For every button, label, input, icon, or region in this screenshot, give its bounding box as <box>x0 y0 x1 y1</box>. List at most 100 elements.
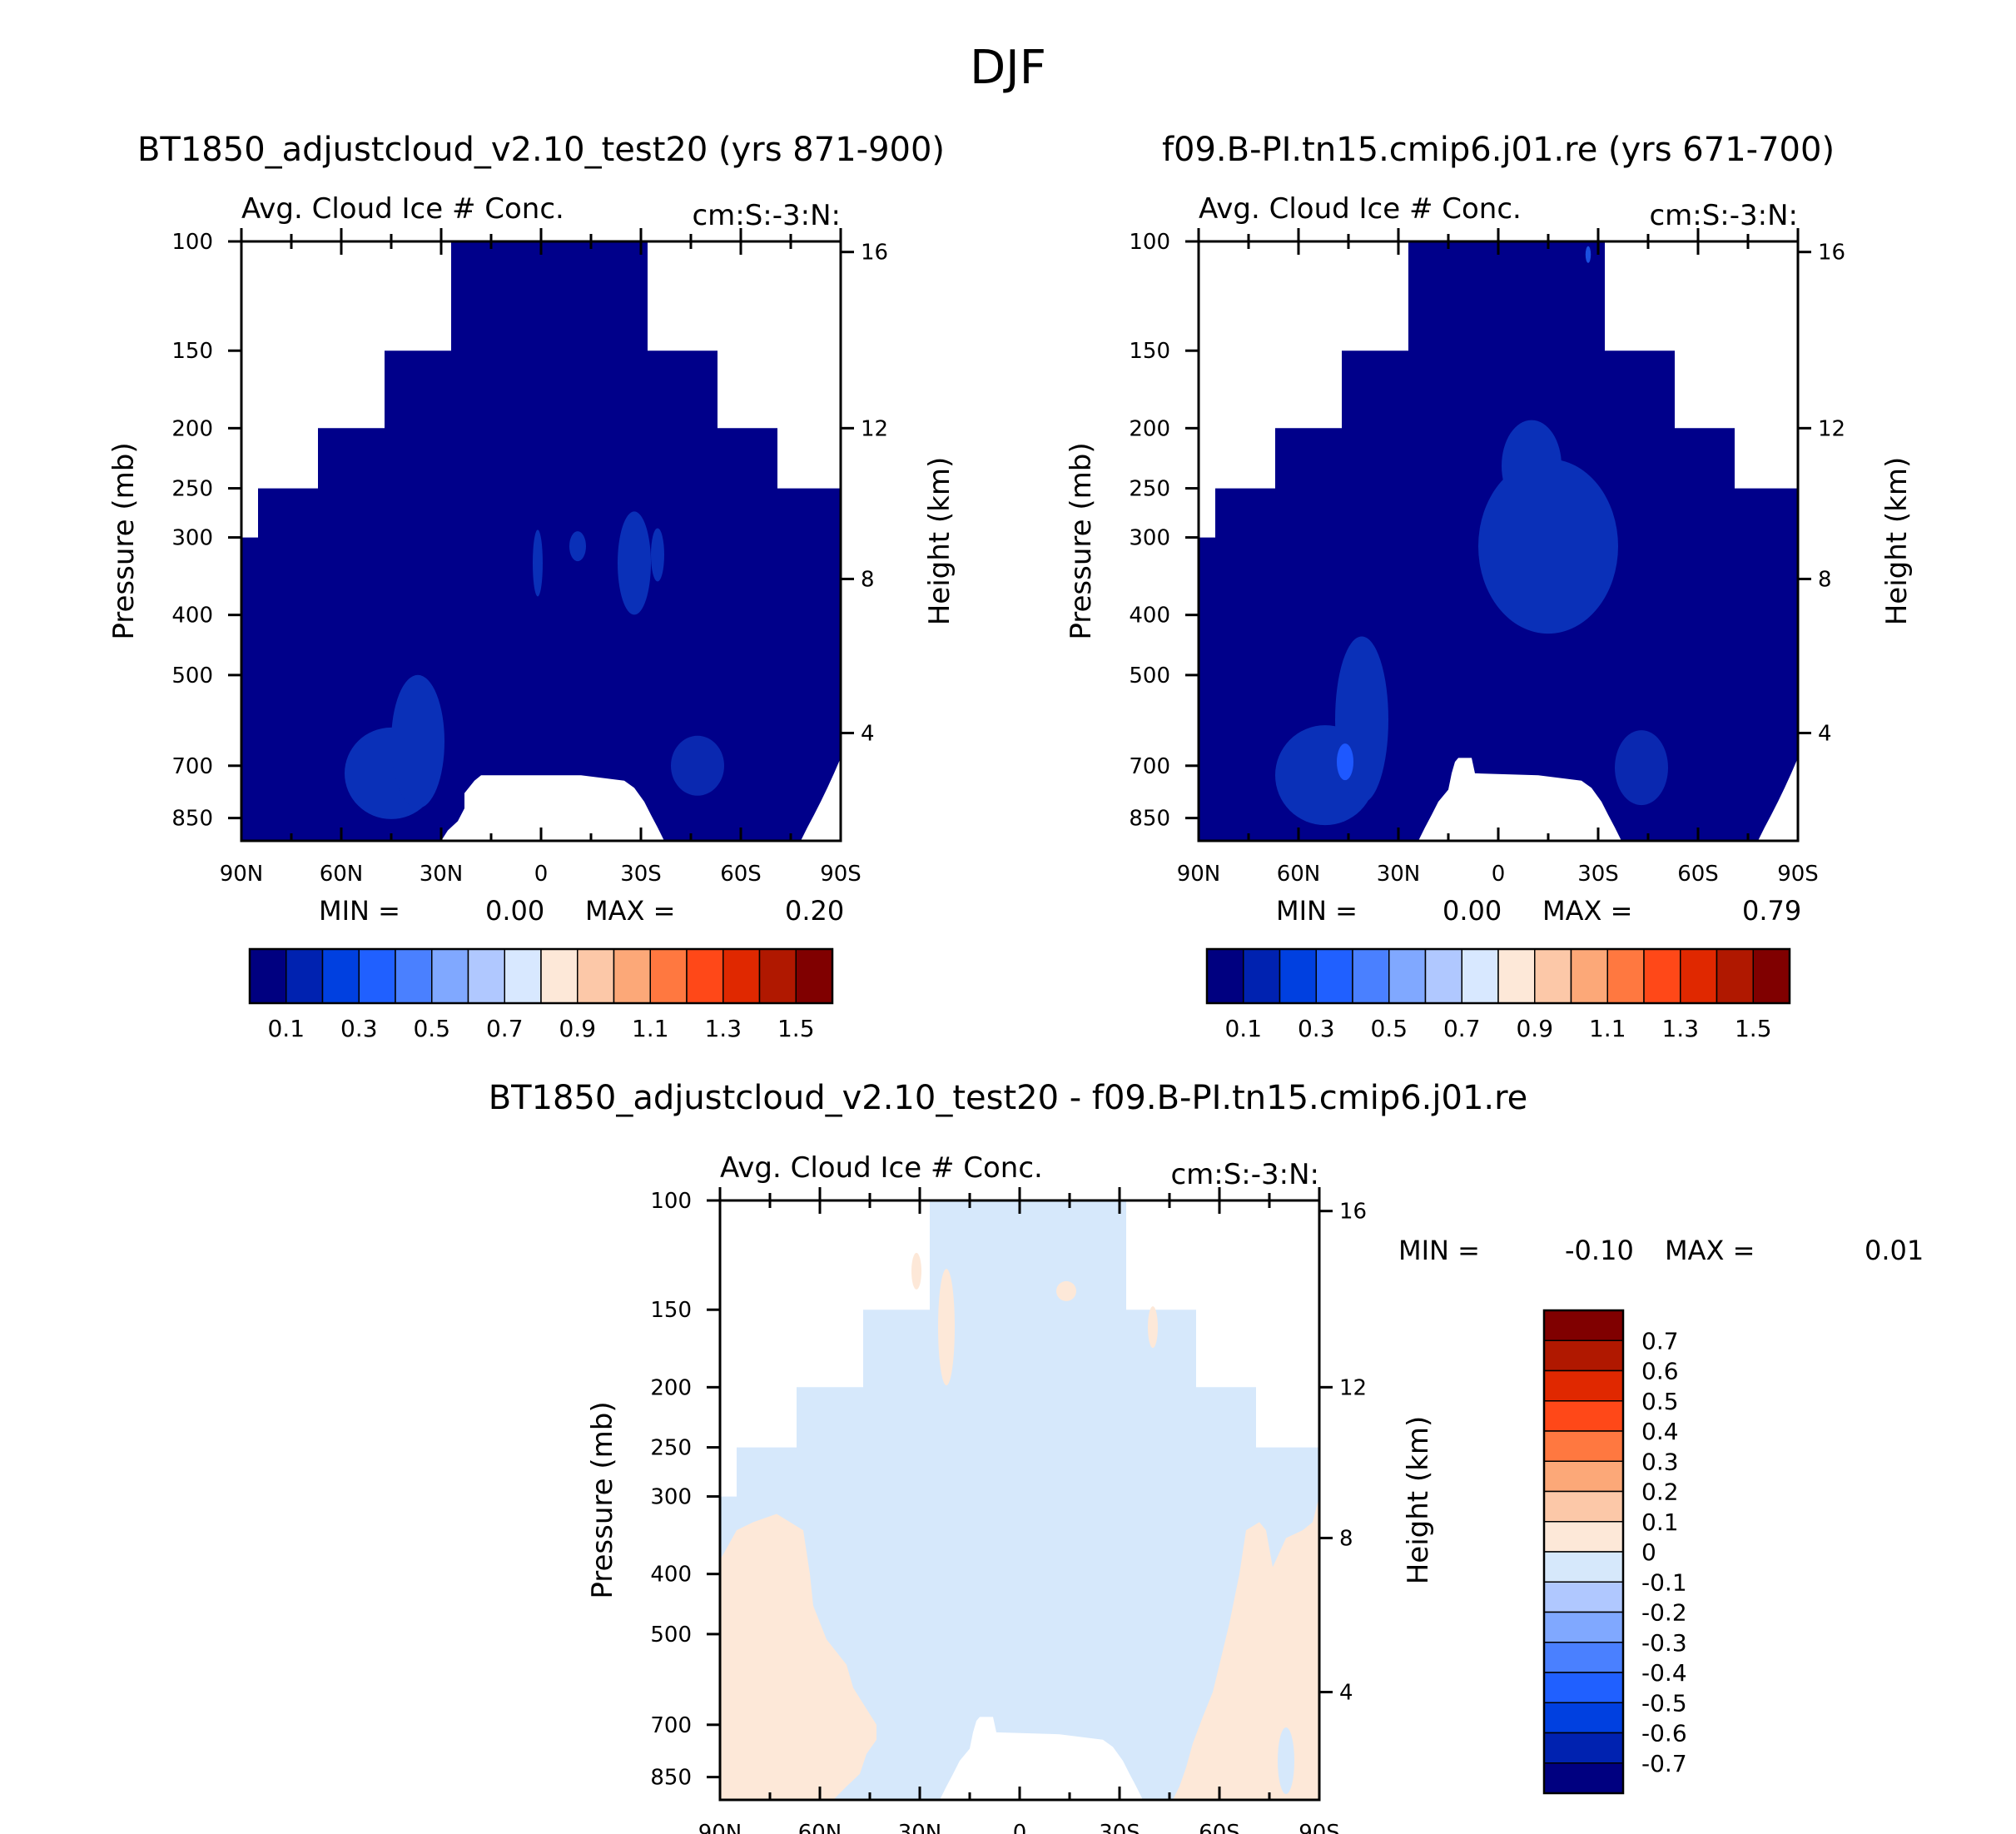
y-right-tick-label: 12 <box>1339 1375 1367 1400</box>
contour-blob <box>1478 459 1618 634</box>
colorbar-swatch <box>431 948 469 1004</box>
colorbar-tick-label: 0.5 <box>413 1015 450 1042</box>
x-tick-label: 30S <box>620 862 662 887</box>
colorbar-swatch <box>1543 1310 1624 1341</box>
colorbar-frame <box>1205 947 1791 1005</box>
colorbar-swatch <box>1543 1490 1624 1523</box>
y-right-axis-label: Height (km) <box>1402 1416 1435 1585</box>
y-tick-label: 500 <box>1129 664 1170 688</box>
max-value: 0.79 <box>1742 895 1801 927</box>
colorbar-tick-label: 0.3 <box>340 1015 378 1042</box>
y-tick-label: 250 <box>1129 477 1170 502</box>
negative-region <box>1278 1727 1294 1795</box>
colorbar-tick-label: 0 <box>1641 1538 1656 1566</box>
y-tick-label: 400 <box>171 604 213 629</box>
positive-region <box>911 1252 921 1290</box>
colorbar-swatch <box>1543 1521 1624 1553</box>
colorbar-swatch <box>1680 948 1718 1004</box>
units-label: cm:S:-3:N: <box>1170 1158 1319 1191</box>
x-tick-label: 60S <box>720 862 762 887</box>
y-tick-label: 700 <box>650 1713 692 1738</box>
y-tick-label: 200 <box>171 416 213 441</box>
contour-blob <box>1337 743 1353 781</box>
max-value: 0.01 <box>1865 1235 1924 1266</box>
colorbar-swatch <box>686 948 724 1004</box>
colorbar-swatch <box>1352 948 1390 1004</box>
x-tick-label: 90N <box>1177 862 1221 887</box>
y-axis-label: Pressure (mb) <box>107 442 141 639</box>
colorbar-swatch <box>321 948 360 1004</box>
colorbar-tick-label: -0.5 <box>1641 1689 1687 1717</box>
min-value: 0.00 <box>485 895 544 927</box>
max-label: MAX = <box>585 895 675 927</box>
y-tick-label: 250 <box>650 1436 692 1461</box>
colorbar-tick-label: 0.3 <box>1298 1015 1335 1042</box>
y-tick-label: 150 <box>171 339 213 364</box>
colorbar-swatch <box>1606 948 1645 1004</box>
colorbar-tick-label: -0.7 <box>1641 1750 1687 1777</box>
colorbar-swatch <box>1543 1642 1624 1673</box>
colorbar-swatch <box>1543 1762 1624 1794</box>
x-tick-label: 60S <box>1199 1821 1240 1834</box>
colorbar-swatch <box>1643 948 1681 1004</box>
colorbar-tick-label: 1.5 <box>1735 1015 1772 1042</box>
y-tick-label: 300 <box>1129 526 1170 551</box>
y-tick-label: 100 <box>650 1189 692 1214</box>
y-tick-label: 100 <box>1129 230 1170 255</box>
colorbar-swatch <box>540 948 578 1004</box>
colorbar-swatch <box>1543 1339 1624 1372</box>
y-tick-label: 500 <box>171 664 213 688</box>
y-tick-label: 500 <box>650 1623 692 1648</box>
colorbar-tick-label: 0.7 <box>486 1015 524 1042</box>
colorbar-tick-label: 1.1 <box>632 1015 669 1042</box>
colorbar-swatch <box>1424 948 1462 1004</box>
colorbar-swatch <box>577 948 615 1004</box>
contour-blob <box>1615 730 1668 806</box>
y-tick-label: 850 <box>171 807 213 832</box>
colorbar-tick-label: 0.9 <box>559 1015 596 1042</box>
colorbar-tick-label: -0.1 <box>1641 1568 1687 1596</box>
colorbar-tick-label: 0.5 <box>1370 1015 1408 1042</box>
x-tick-label: 60N <box>798 1821 842 1834</box>
x-tick-label: 0 <box>1492 862 1506 887</box>
x-tick-label: 0 <box>1013 1821 1027 1834</box>
contour-blob <box>651 528 664 582</box>
colorbar-swatch <box>358 948 396 1004</box>
colorbar-swatch <box>795 948 833 1004</box>
colorbar-tick-label: 1.1 <box>1589 1015 1626 1042</box>
positive-region <box>1173 1496 1319 1800</box>
y-right-tick-label: 16 <box>1818 241 1845 266</box>
units-label: cm:S:-3:N: <box>1649 199 1798 232</box>
y-tick-label: 850 <box>650 1766 692 1791</box>
positive-region <box>720 1513 876 1800</box>
y-tick-label: 400 <box>650 1563 692 1588</box>
colorbar-swatch <box>1543 1369 1624 1402</box>
y-right-tick-label: 4 <box>861 722 875 747</box>
colorbar-tick-label: 0.6 <box>1641 1358 1679 1385</box>
min-label: MIN = <box>1398 1235 1480 1266</box>
units-label: cm:S:-3:N: <box>692 199 841 232</box>
x-tick-label: 90S <box>820 862 862 887</box>
plot-title: Avg. Cloud Ice # Conc. <box>241 192 564 226</box>
y-tick-label: 300 <box>171 526 213 551</box>
colorbar-swatch <box>1388 948 1427 1004</box>
surface-mask <box>441 775 664 841</box>
contour-blob <box>391 674 444 808</box>
y-axis-label: Pressure (mb) <box>1065 442 1098 639</box>
colorbar-tick-label: -0.3 <box>1641 1629 1687 1657</box>
x-tick-label: 0 <box>534 862 549 887</box>
panel-control-run: f09.B-PI.tn15.cmip6.j01.re (yrs 671-700)… <box>1065 131 1914 1042</box>
colorbar-swatch <box>613 948 651 1004</box>
y-right-tick-label: 16 <box>861 241 888 266</box>
colorbar-tick-label: 0.5 <box>1641 1388 1679 1415</box>
max-label: MAX = <box>1542 895 1632 927</box>
min-value: 0.00 <box>1442 895 1502 927</box>
colorbar-swatch <box>1543 1672 1624 1703</box>
plot-title: Avg. Cloud Ice # Conc. <box>1199 192 1522 226</box>
colorbar-swatch <box>649 948 688 1004</box>
colorbar-tick-label: 0.1 <box>267 1015 305 1042</box>
colorbar-frame <box>1542 1309 1625 1795</box>
colorbar-swatch <box>286 948 324 1004</box>
colorbar-swatch <box>249 948 287 1004</box>
colorbar-swatch <box>1497 948 1536 1004</box>
